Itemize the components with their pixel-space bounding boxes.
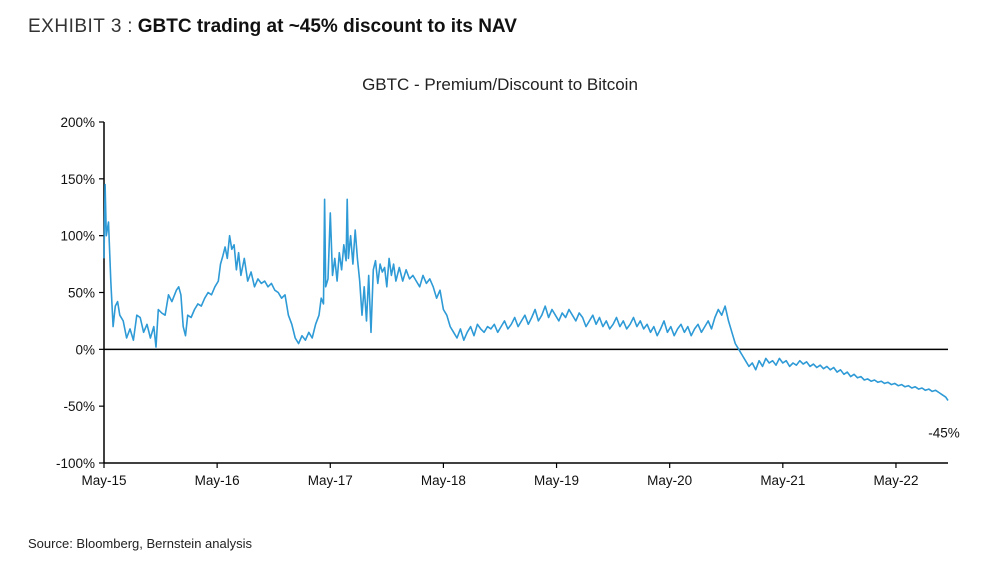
series-layer xyxy=(103,183,949,401)
exhibit-label: EXHIBIT 3 xyxy=(28,16,122,37)
x-tick-label: May-16 xyxy=(195,473,240,488)
chart-axes xyxy=(99,121,948,468)
x-tick-label: May-15 xyxy=(81,473,126,488)
y-tick-label: -50% xyxy=(63,399,95,414)
exhibit-heading: EXHIBIT 3 : GBTC trading at ~45% discoun… xyxy=(28,16,517,38)
x-tick-label: May-21 xyxy=(760,473,805,488)
chart-labels: -100% -50% 0% 50% 100% 150% 200% May-15 May-16 Ma… xyxy=(56,115,960,488)
y-tick-label: 150% xyxy=(60,172,95,187)
x-tick-label: May-22 xyxy=(873,473,918,488)
y-tick-label: 0% xyxy=(75,342,95,357)
chart-title: GBTC - Premium/Discount to Bitcoin xyxy=(362,75,638,94)
y-tick-label: -100% xyxy=(56,456,95,471)
exhibit-separator: : xyxy=(127,16,133,37)
exhibit-headline: GBTC trading at ~45% discount to its NAV xyxy=(137,16,517,37)
x-tick-label: May-20 xyxy=(647,473,692,488)
y-tick-label: 100% xyxy=(60,229,95,244)
series-line xyxy=(103,183,949,401)
y-tick-label: 50% xyxy=(68,286,95,301)
y-tick-label: 200% xyxy=(60,115,95,130)
x-tick-label: May-18 xyxy=(421,473,466,488)
end-value-label: -45% xyxy=(928,425,960,440)
x-tick-label: May-17 xyxy=(308,473,353,488)
x-tick-label: May-19 xyxy=(534,473,579,488)
source-note: Source: Bloomberg, Bernstein analysis xyxy=(28,536,253,551)
